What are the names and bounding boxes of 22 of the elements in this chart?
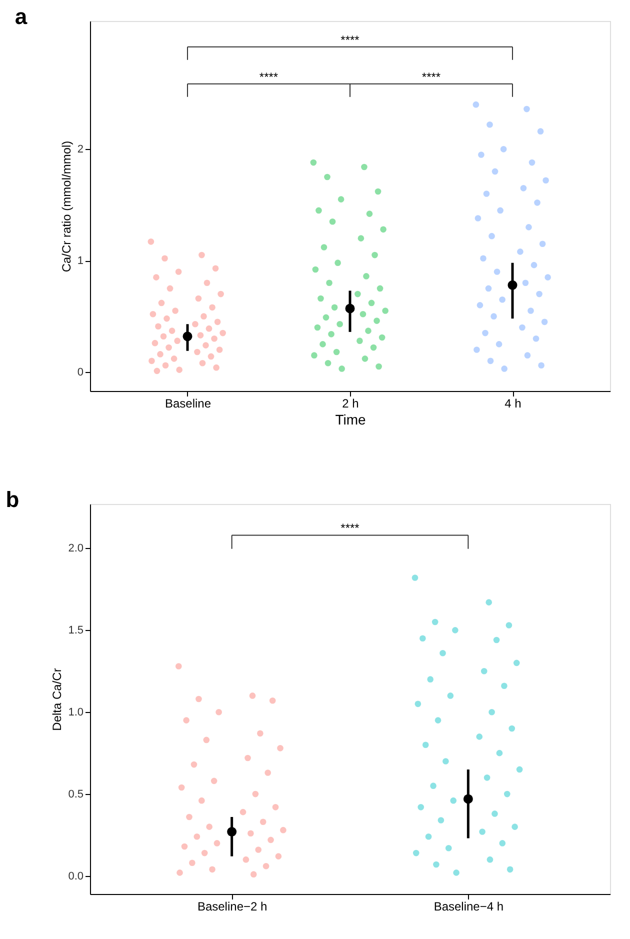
y-tick-label: 0 bbox=[77, 366, 84, 379]
y-tick-label: 1 bbox=[77, 255, 84, 268]
y-tick-label: 2 bbox=[77, 144, 84, 156]
x-tick-label: Baseline bbox=[164, 396, 212, 410]
y-axis-title: Delta Ca/Cr bbox=[50, 668, 64, 731]
x-tick-label: 4 h bbox=[504, 396, 522, 410]
y-axis-title: Ca/Cr ratio (mmol/mmol) bbox=[59, 140, 74, 272]
x-axis-title: Time bbox=[335, 412, 366, 428]
chart-title: b bbox=[6, 487, 20, 512]
annotation: **** bbox=[340, 521, 360, 536]
y-tick-label: 0.5 bbox=[68, 788, 84, 801]
y-tick-label: 2.0 bbox=[68, 542, 84, 555]
x-tick-label: 2 h bbox=[342, 396, 359, 410]
x-tick-label: Baseline−2 h bbox=[197, 900, 268, 914]
chart-title: a bbox=[14, 4, 28, 29]
annotation: **** bbox=[259, 70, 278, 84]
annotation: **** bbox=[422, 70, 441, 84]
y-tick-label: 0.0 bbox=[68, 870, 84, 882]
annotation: **** bbox=[340, 32, 360, 47]
y-tick-label: 1.0 bbox=[68, 706, 84, 719]
y-tick-label: 1.5 bbox=[68, 624, 84, 637]
x-tick-label: Baseline−4 h bbox=[434, 900, 504, 914]
